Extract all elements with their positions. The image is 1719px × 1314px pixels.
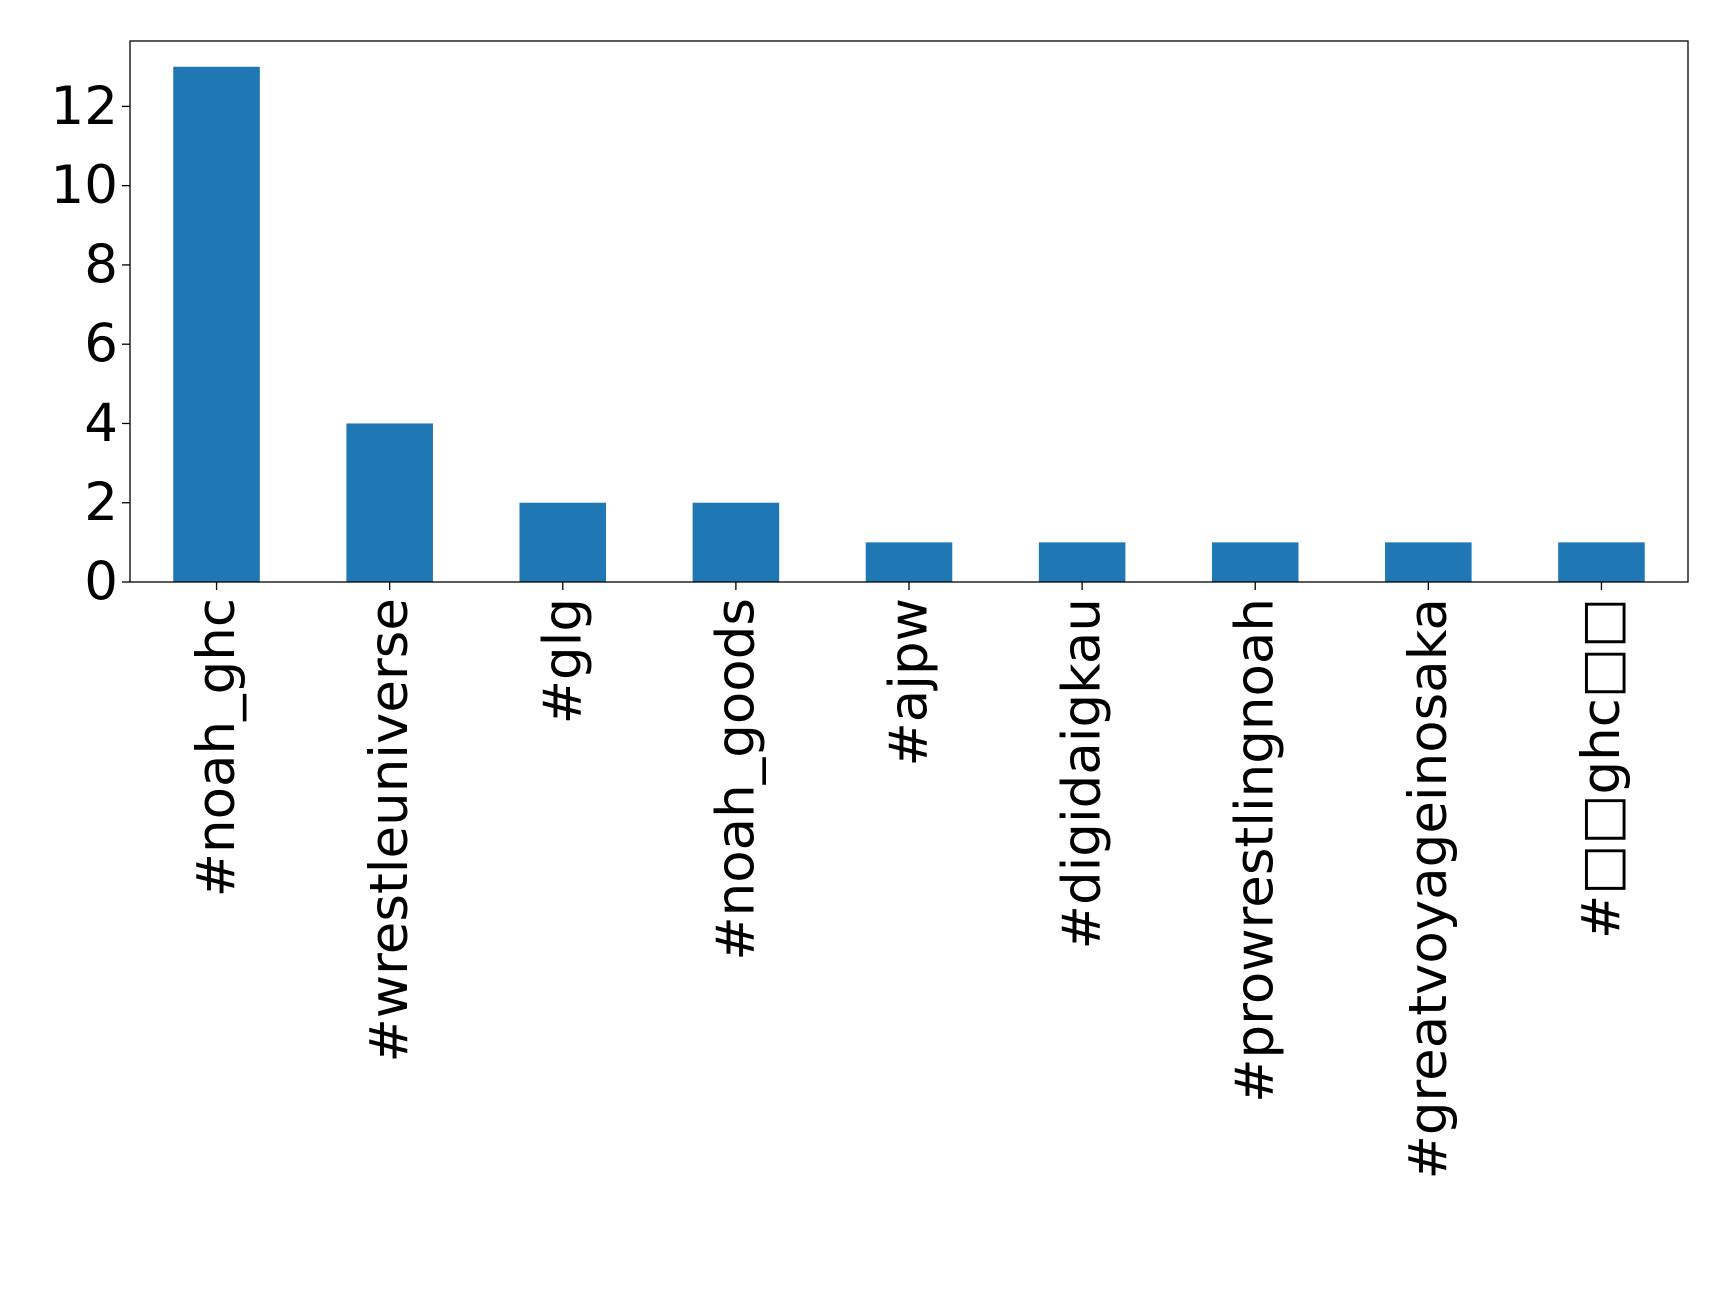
bar — [1211, 542, 1299, 582]
y-tick-label: 8 — [84, 234, 118, 295]
x-tick-label: #noah_goods — [705, 598, 766, 961]
bar — [1038, 542, 1126, 582]
y-tick-label: 0 — [84, 552, 118, 613]
bar — [692, 502, 780, 582]
x-tick-label: #□□ghc□□ — [1571, 598, 1632, 939]
bar — [865, 542, 953, 582]
x-tick-label: #ajpw — [879, 598, 940, 767]
y-tick-label: 12 — [51, 76, 118, 137]
y-tick-label: 4 — [84, 393, 118, 454]
bar — [1558, 542, 1645, 582]
bar — [1385, 542, 1472, 582]
bar — [519, 502, 607, 582]
x-tick-label: #digidaigkau — [1052, 598, 1113, 949]
x-tick-label: #glg — [532, 598, 593, 724]
y-tick-label: 6 — [84, 314, 118, 375]
y-tick-label: 10 — [51, 155, 118, 216]
bar — [346, 423, 433, 582]
x-tick-label: #wrestleuniverse — [359, 598, 420, 1063]
x-tick-label: #greatvoyageinosaka — [1398, 598, 1459, 1180]
y-tick-label: 2 — [84, 472, 118, 533]
x-tick-label: #noah_ghc — [186, 598, 247, 897]
x-tick-label: #prowrestlingnoah — [1225, 598, 1286, 1103]
bar — [173, 66, 260, 582]
plot-frame — [129, 40, 1689, 583]
